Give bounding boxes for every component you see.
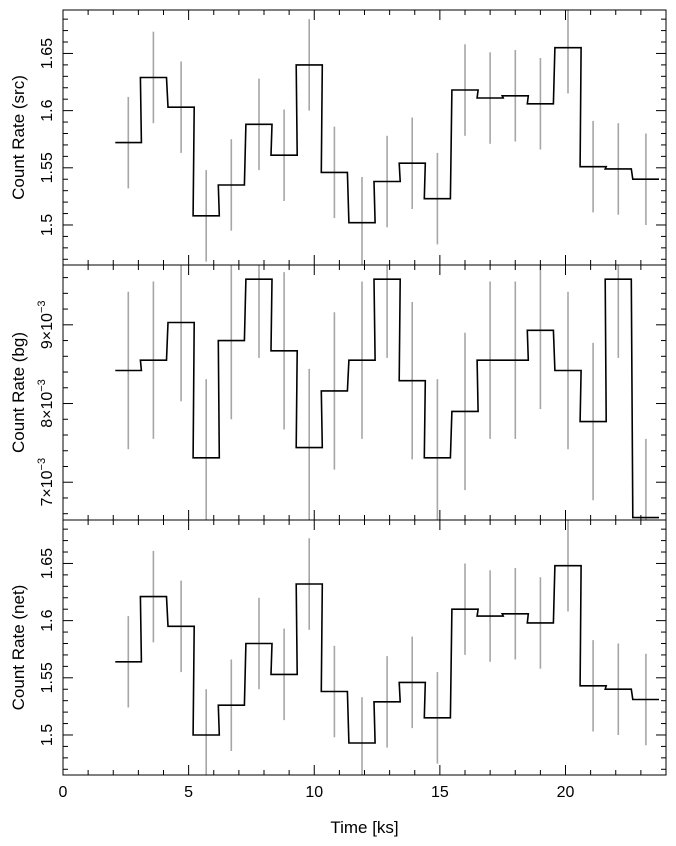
step-line-src — [115, 46, 659, 224]
y-tick-label-src-2: 1.6 — [39, 99, 56, 121]
y-tick-label-src-3: 1.65 — [39, 38, 56, 69]
x-tick-label-2: 10 — [305, 784, 323, 801]
step-line-bg — [115, 278, 659, 519]
x-tick-label-1: 5 — [184, 784, 193, 801]
y-tick-label-net-2: 1.6 — [39, 609, 56, 631]
y-tick-label-bg-2: 9×10−3 — [36, 301, 56, 350]
y-tick-label-bg-1: 8×10−3 — [36, 379, 56, 428]
x-axis-label: Time [ks] — [330, 818, 398, 837]
step-line-net — [115, 564, 659, 744]
y-tick-label-net-0: 1.5 — [39, 724, 56, 746]
y-axis-label-src: Count Rate (src) — [9, 75, 28, 200]
y-tick-label-src-0: 1.5 — [39, 214, 56, 236]
y-tick-label-src-1: 1.55 — [39, 152, 56, 183]
x-tick-label-4: 20 — [557, 784, 575, 801]
y-axis-label-net: Count Rate (net) — [9, 585, 28, 711]
y-axis-label-bg: Count Rate (bg) — [9, 332, 28, 453]
x-tick-label-0: 0 — [59, 784, 68, 801]
y-tick-label-bg-0: 7×10−3 — [36, 458, 56, 507]
x-tick-label-3: 15 — [431, 784, 449, 801]
y-tick-label-net-3: 1.65 — [39, 548, 56, 579]
y-tick-label-net-1: 1.55 — [39, 662, 56, 693]
